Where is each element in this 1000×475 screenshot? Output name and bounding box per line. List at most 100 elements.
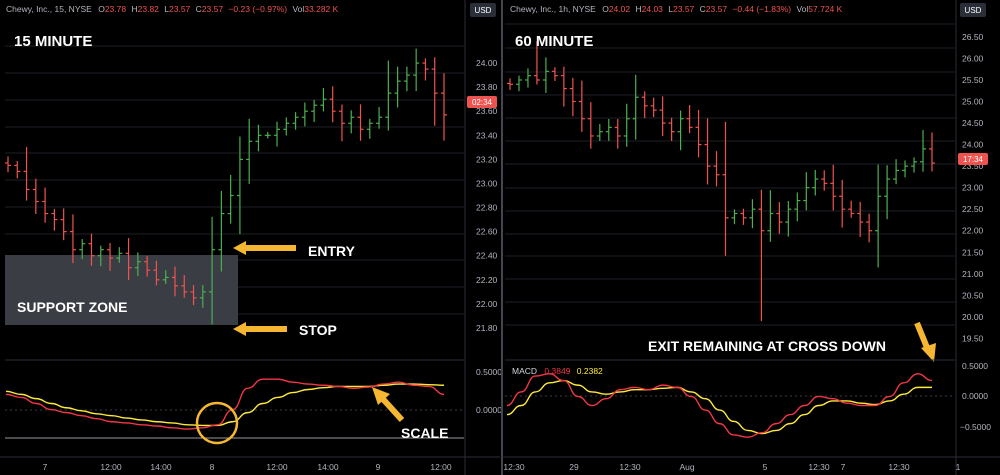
macd-tick: −0.5000 [960, 422, 991, 432]
price-tick: 20.00 [962, 312, 984, 322]
time-tick: 12:00 [266, 462, 288, 472]
price-tick: 26.00 [962, 53, 984, 63]
ohlc-bar [830, 164, 837, 211]
ohlc-bar [803, 172, 810, 211]
ohlc-bar [749, 199, 756, 229]
time-tick: 12:30 [503, 462, 525, 472]
right-price-ticks: 26.50 26.00 25.50 25.00 24.50 24.00 23.5… [962, 32, 984, 343]
ohlc-bar [587, 102, 594, 149]
ohlc-bar [162, 270, 169, 284]
ohlc-bar [650, 97, 657, 118]
price-tick: 23.00 [476, 178, 498, 188]
left-chart-panel[interactable]: Chewy, Inc., 15, NYSE O23.78 H23.82 L23.… [0, 0, 502, 475]
ohlc-bar [14, 161, 21, 179]
time-tick: 5 [763, 462, 768, 472]
ohlc-bar [153, 260, 160, 286]
time-tick: 12:30 [619, 462, 641, 472]
ohlc-bar [821, 170, 828, 191]
right-signal-line [506, 379, 932, 435]
price-tick: 23.60 [476, 106, 498, 116]
ohlc-bar [722, 121, 729, 256]
left-price-ticks: 24.00 23.80 23.60 23.40 23.20 23.00 22.8… [476, 58, 498, 333]
ohlc-bar [507, 78, 513, 90]
macd-tick: 0.5000 [962, 361, 988, 371]
scale-label: SCALE [401, 425, 448, 441]
left-timeframe-label: 15 MINUTE [14, 33, 92, 50]
price-tick: 24.50 [962, 118, 984, 128]
ohlc-bar [884, 165, 891, 220]
ohlc-bar [866, 213, 873, 243]
ohlc-bar [366, 118, 373, 139]
price-tick: 23.00 [962, 183, 984, 193]
price-tick: 21.50 [962, 247, 984, 257]
ohlc-bar [839, 179, 846, 228]
macd-tick: 0.0000 [962, 391, 988, 401]
ohlc-bar [329, 86, 336, 123]
ohlc-bar [227, 174, 234, 224]
right-last-price-countdown: 17:34 [963, 155, 984, 164]
time-tick: 8 [210, 462, 215, 472]
price-tick: 22.00 [962, 226, 984, 236]
ohlc-bar [533, 41, 540, 85]
ohlc-bar [190, 285, 197, 306]
exit-annotation: EXIT REMAINING AT CROSS DOWN [648, 321, 936, 362]
left-currency-badge[interactable] [470, 3, 496, 17]
price-tick: 23.20 [476, 154, 498, 164]
price-tick: 22.40 [476, 251, 498, 261]
ohlc-bar [218, 190, 225, 272]
ohlc-bar [569, 77, 576, 117]
left-macd-line [5, 378, 445, 430]
price-tick: 23.80 [476, 82, 498, 92]
ohlc-bar [209, 216, 216, 325]
ohlc-bar [422, 58, 429, 81]
ohlc-bar [632, 74, 639, 140]
right-currency-badge[interactable] [960, 3, 986, 17]
scale-arrow-shaft [379, 395, 405, 423]
exit-label: EXIT REMAINING AT CROSS DOWN [648, 338, 886, 354]
ohlc-bar [199, 285, 206, 308]
ohlc-bar [740, 208, 747, 225]
ohlc-bar [515, 75, 522, 92]
right-macd-legend: MACD 0.3849 0.2382 [512, 366, 603, 376]
price-tick: 25.00 [962, 97, 984, 107]
right-chart-panel[interactable]: Chewy, Inc., 1h, NYSE O24.02 H24.03 L23.… [502, 0, 1000, 475]
time-tick: 1 [956, 462, 961, 472]
ohlc-bar [79, 239, 86, 260]
time-tick: 12:30 [808, 462, 830, 472]
ohlc-bar [524, 68, 531, 88]
ohlc-bar [394, 66, 401, 108]
ohlc-bar [875, 164, 882, 268]
ohlc-bar [51, 208, 58, 231]
ohlc-bar [69, 214, 76, 264]
left-time-ticks: 7 12:00 14:00 8 12:00 14:00 9 12:00 [43, 462, 452, 472]
ohlc-bar [385, 60, 392, 131]
scale-annotation: SCALE [372, 387, 448, 441]
ohlc-bar [311, 99, 318, 122]
ohlc-bar [134, 252, 141, 277]
price-tick: 23.40 [476, 130, 498, 140]
price-tick: 19.50 [962, 333, 984, 343]
ohlc-bar [23, 147, 30, 201]
ohlc-bar [441, 73, 447, 141]
price-tick: 21.80 [476, 323, 498, 333]
ohlc-bar [695, 109, 702, 158]
price-tick: 24.00 [962, 140, 984, 150]
right-macd-line [506, 373, 933, 438]
left-symbol-header: Chewy, Inc., 15, NYSE O23.78 H23.82 L23.… [6, 4, 339, 14]
price-tick: 20.50 [962, 290, 984, 300]
price-tick: 26.50 [962, 32, 984, 42]
right-currency-label: USD [965, 6, 982, 15]
ohlc-bar [431, 57, 438, 126]
support-zone-box [5, 255, 238, 325]
time-tick: 9 [376, 462, 381, 472]
time-tick: 12:00 [430, 462, 452, 472]
ohlc-bar [116, 247, 123, 263]
left-ohlc-bars [5, 48, 447, 325]
ohlc-bar [42, 187, 49, 223]
ohlc-bar [283, 117, 290, 136]
ohlc-bar [596, 123, 603, 141]
time-tick: 7 [43, 462, 48, 472]
ohlc-bar [776, 202, 783, 234]
ohlc-bar [785, 200, 792, 237]
right-last-price-tag [958, 153, 988, 165]
